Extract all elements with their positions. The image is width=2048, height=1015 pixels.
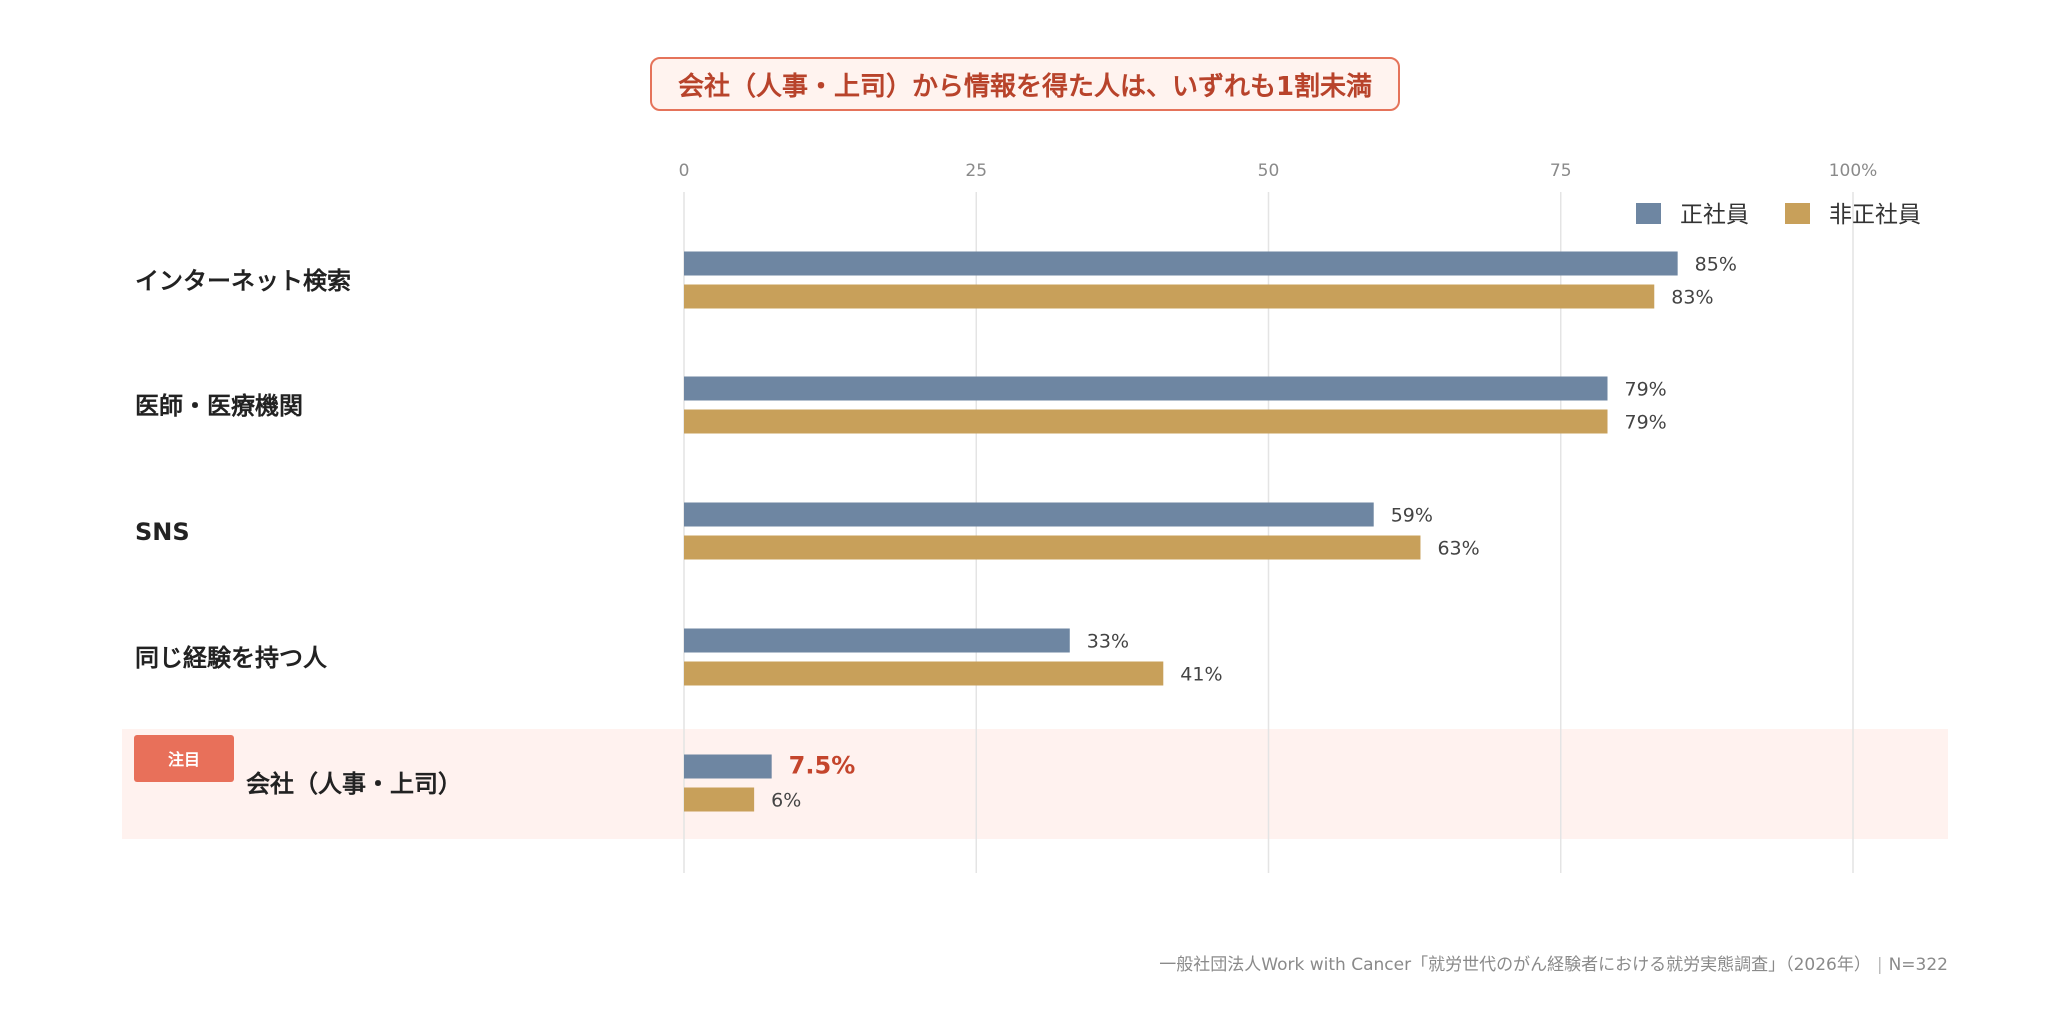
highlight-badge-label: 注目 [168, 750, 200, 769]
chart-title: 会社（人事・上司）から情報を得た人は、いずれも1割未満 [650, 57, 1400, 111]
x-tick-label: 0 [679, 161, 690, 181]
category-label: SNS [135, 518, 190, 546]
separator: | [1876, 955, 1883, 975]
data-label: 7.5% [789, 752, 856, 780]
bar [684, 502, 1374, 527]
data-label: 83% [1671, 287, 1713, 309]
sample-size: N=322 [1888, 955, 1948, 975]
legend-label: 非正社員 [1829, 202, 1921, 228]
legend-swatch [1636, 203, 1661, 224]
data-label: 59% [1391, 505, 1433, 527]
source-text: 一般社団法人Work with Cancer「就労世代のがん経験者における就労実… [1159, 955, 1871, 975]
category-label: 同じ経験を持つ人 [135, 644, 327, 672]
data-label: 63% [1437, 538, 1479, 560]
bar [684, 376, 1608, 401]
x-tick-label: 50 [1258, 161, 1280, 181]
data-label: 79% [1625, 412, 1667, 434]
data-label: 79% [1625, 379, 1667, 401]
bar [684, 284, 1655, 309]
data-label: 6% [771, 790, 801, 812]
bar [684, 787, 755, 812]
bar [684, 628, 1070, 653]
category-label: 医師・医療機関 [135, 392, 303, 420]
category-label: 会社（人事・上司） [246, 770, 462, 798]
x-tick-label: 100% [1829, 161, 1878, 181]
legend-label: 正社員 [1680, 202, 1749, 228]
x-tick-label: 75 [1550, 161, 1572, 181]
x-tick-label: 25 [965, 161, 987, 181]
highlight-badge [134, 735, 234, 782]
bar [684, 251, 1678, 276]
data-label: 85% [1695, 254, 1737, 276]
data-label: 41% [1180, 664, 1222, 686]
bar [684, 409, 1608, 434]
data-label: 33% [1087, 631, 1129, 653]
source-note: 一般社団法人Work with Cancer「就労世代のがん経験者における就労実… [1159, 950, 1948, 975]
highlight-band [122, 729, 1948, 839]
bar [684, 754, 772, 779]
category-label: インターネット検索 [135, 267, 351, 295]
legend-swatch [1785, 203, 1810, 224]
bar [684, 535, 1421, 560]
bar [684, 661, 1164, 686]
